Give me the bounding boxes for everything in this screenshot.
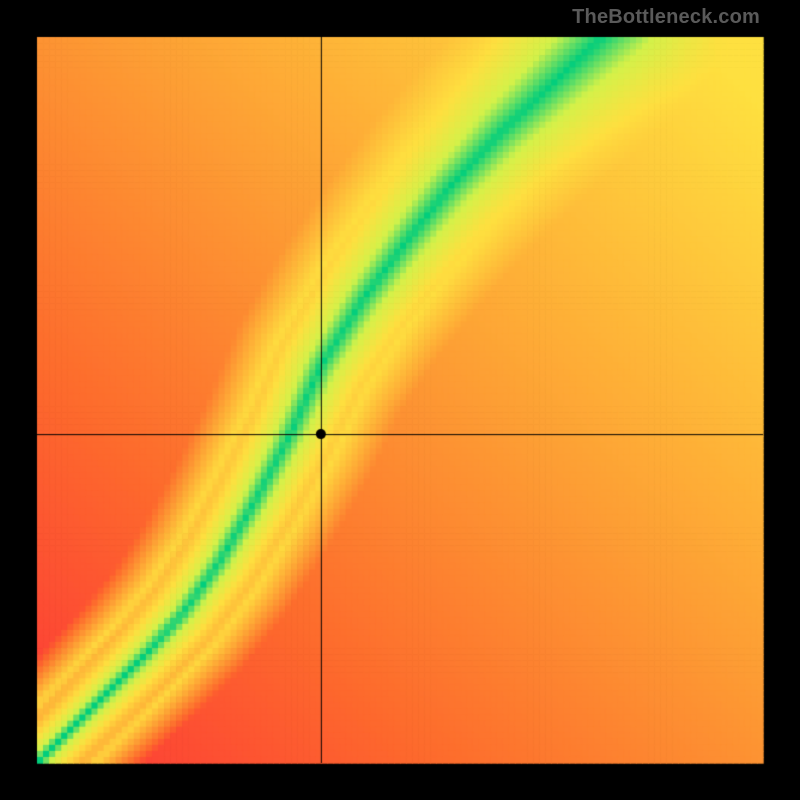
bottleneck-heatmap bbox=[0, 0, 800, 800]
watermark-text: TheBottleneck.com bbox=[572, 6, 760, 29]
chart-container: { "watermark": { "text": "TheBottleneck.… bbox=[0, 0, 800, 800]
